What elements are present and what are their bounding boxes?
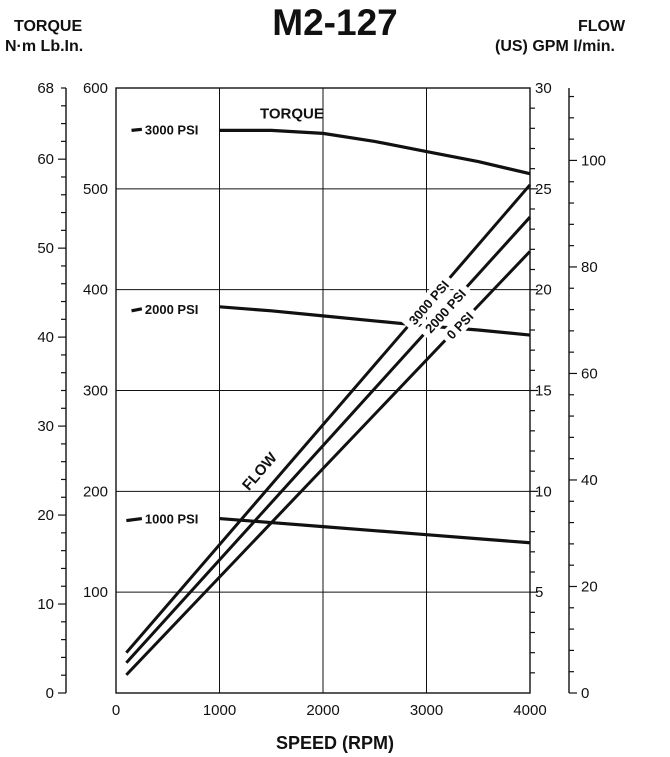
lbin-tick-label: 400 bbox=[83, 282, 108, 299]
torque-dash bbox=[126, 516, 143, 523]
flow-line-2000-psi bbox=[125, 216, 532, 664]
lbin-tick-label: 600 bbox=[83, 80, 108, 97]
torque-line-2000-psi bbox=[219, 305, 531, 337]
right-axis-label-flow: FLOW bbox=[578, 18, 626, 35]
gpm-tick-label: 15 bbox=[535, 383, 552, 400]
torque-line-1000-psi bbox=[219, 516, 531, 545]
lbin-tick-label: 200 bbox=[83, 483, 108, 500]
torque-line-3000-psi bbox=[219, 128, 531, 176]
lpm-tick-label: 40 bbox=[581, 472, 598, 489]
x-tick-label: 3000 bbox=[410, 702, 443, 719]
nm-tick-label: 20 bbox=[37, 507, 54, 524]
nm-tick-label: 68 bbox=[37, 80, 54, 97]
nm-tick-label: 40 bbox=[37, 329, 54, 346]
chart-title: M2-127 bbox=[272, 2, 398, 43]
x-tick-label: 1000 bbox=[203, 702, 236, 719]
torque-series-label: 3000 PSI bbox=[145, 122, 199, 137]
torque-series-label: 2000 PSI bbox=[145, 302, 199, 317]
gpm-tick-label: 5 bbox=[535, 584, 543, 601]
nm-tick-label: 0 bbox=[46, 685, 54, 702]
nm-tick-label: 50 bbox=[37, 240, 54, 257]
x-tick-label: 4000 bbox=[513, 702, 546, 719]
flow-label-backdrop bbox=[401, 272, 456, 333]
torque-dash bbox=[131, 127, 143, 132]
lpm-tick-label: 80 bbox=[581, 259, 598, 276]
lpm-tick-label: 60 bbox=[581, 365, 598, 382]
lpm-tick-label: 0 bbox=[581, 685, 589, 702]
nm-tick-label: 60 bbox=[37, 151, 54, 168]
x-tick-label: 2000 bbox=[306, 702, 339, 719]
right-axis-label-units: (US) GPM l/min. bbox=[495, 38, 615, 55]
torque-dash bbox=[131, 307, 143, 313]
x-axis-label: SPEED (RPM) bbox=[275, 733, 394, 753]
flow-line-3000-psi bbox=[125, 183, 532, 654]
left-axis-label-units: N·m Lb.In. bbox=[5, 38, 84, 55]
nm-tick-label: 30 bbox=[37, 418, 54, 435]
gpm-tick-label: 10 bbox=[535, 483, 552, 500]
x-tick-label: 0 bbox=[112, 702, 120, 719]
gpm-tick-label: 20 bbox=[535, 282, 552, 299]
left-axis-label-torque: TORQUE bbox=[14, 18, 83, 35]
flow-title-label: FLOW bbox=[239, 449, 281, 494]
gpm-tick-label: 30 bbox=[535, 80, 552, 97]
flow-label-backdrop bbox=[439, 304, 480, 346]
gpm-tick-label: 25 bbox=[535, 181, 552, 198]
lbin-tick-label: 100 bbox=[83, 584, 108, 601]
lbin-tick-label: 500 bbox=[83, 181, 108, 198]
nm-tick-label: 10 bbox=[37, 596, 54, 613]
torque-series-label: 1000 PSI bbox=[145, 512, 199, 527]
lbin-tick-label: 300 bbox=[83, 383, 108, 400]
torque-curve-title: TORQUE bbox=[260, 105, 324, 122]
lpm-tick-label: 100 bbox=[581, 152, 606, 169]
flow-label-backdrop bbox=[417, 281, 473, 341]
lpm-tick-label: 20 bbox=[581, 578, 598, 595]
